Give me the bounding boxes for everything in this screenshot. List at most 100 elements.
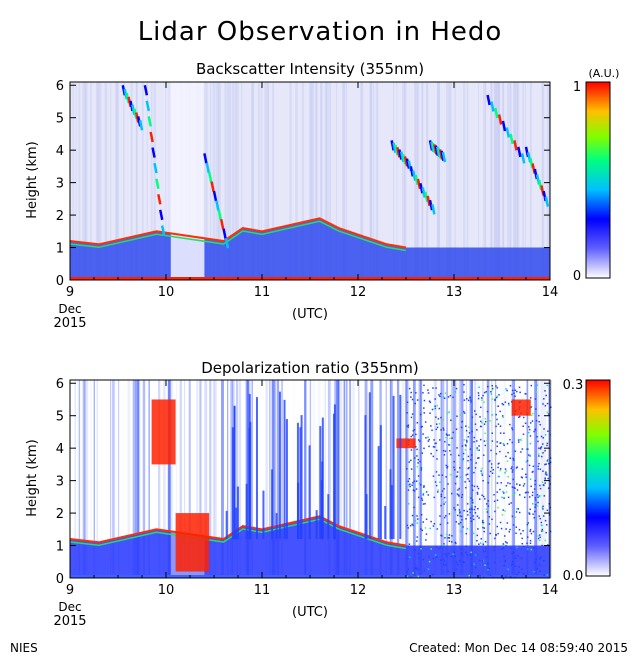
noise-pixel [411,434,414,436]
noise-pixel [478,543,480,545]
noise-pixel [461,494,464,496]
noise-pixel [457,494,460,496]
noise-pixel [425,533,428,535]
noise-pixel [531,420,534,422]
cloud-segment [441,151,447,163]
cloud-segment [426,195,431,207]
noise-pixel [542,508,544,510]
noise-pixel [544,449,546,452]
noise-pixel [502,490,504,493]
noise-pixel [528,428,531,431]
noise-pixel [547,458,549,461]
signal-streak [541,82,545,280]
noise-pixel [534,483,536,486]
noise-pixel [530,384,533,387]
noise-pixel [524,422,527,425]
noise-pixel [436,528,439,530]
noise-pixel [488,523,491,525]
signal-streak [251,82,254,280]
noise-pixel [425,518,428,520]
signal-streak [310,82,313,280]
noise-pixel [540,455,543,458]
signal-streak [342,82,344,280]
noise-pixel [472,518,475,521]
noise-pixel [467,459,469,462]
signal-streak [132,380,136,578]
noise-pixel [420,548,422,550]
noise-pixel [463,439,466,441]
noise-pixel [424,527,427,529]
noise-pixel [547,430,549,432]
high-depol-region [511,399,531,416]
noise-pixel [455,561,458,564]
noise-pixel [423,485,425,487]
noise-pixel [538,496,541,498]
noise-pixel [423,447,425,450]
noise-pixel [546,460,549,462]
noise-pixel [537,535,539,537]
panel1-x-start-dec: Dec [58,302,81,316]
noise-pixel [504,468,507,470]
x-tick-label: 14 [542,285,559,300]
y-tick-label: 5 [56,410,64,425]
noise-pixel [485,556,487,558]
y-tick-label: 2 [56,507,64,522]
noise-pixel [467,399,470,402]
noise-pixel [509,384,512,387]
y-tick-label: 1 [56,242,64,257]
signal-streak [251,380,253,578]
signal-streak [385,380,387,578]
noise-pixel [538,515,541,517]
noise-pixel [547,477,549,480]
noise-pixel [418,557,420,559]
noise-pixel [411,523,413,526]
noise-pixel [491,518,493,521]
noise-pixel [514,557,517,559]
noise-pixel [534,510,536,513]
noise-pixel [416,536,419,538]
noise-pixel [510,502,512,504]
noise-pixel [538,494,541,497]
noise-pixel [438,474,440,476]
noise-pixel [428,555,430,558]
signal-streak [234,82,237,280]
signal-streak [328,82,332,280]
noise-pixel [446,522,449,524]
noise-pixel [544,473,547,475]
noise-pixel [415,433,417,436]
noise-pixel [448,513,451,515]
panel2-x-start-year: 2015 [53,614,86,629]
noise-pixel [470,551,472,554]
x-tick-label: 13 [446,583,463,598]
noise-pixel [482,394,484,397]
noise-pixel [413,506,415,509]
noise-pixel [468,426,470,429]
noise-pixel [545,471,547,473]
noise-pixel [545,472,548,475]
signal-streak [541,380,545,578]
panel1-colorbar-unit: (A.U.) [589,67,620,80]
noise-pixel [533,517,535,519]
signal-streak [401,82,404,280]
noise-pixel [406,412,408,414]
noise-pixel [537,496,539,498]
signal-streak [328,380,332,578]
cloud-streak [235,507,238,540]
signal-streak [85,380,89,578]
noise-pixel [483,530,485,533]
signal-streak [276,380,280,578]
y-tick-label: 2 [56,209,64,224]
noise-pixel [421,497,423,500]
noise-pixel [466,503,469,505]
signal-streak [153,82,156,280]
noise-pixel [546,402,549,405]
noise-pixel [470,507,473,510]
noise-pixel [497,475,500,478]
noise-pixel [538,414,540,417]
noise-pixel [511,427,513,429]
signal-streak [513,380,516,578]
noise-pixel [411,413,414,415]
signal-streak [150,82,153,280]
noise-pixel [482,519,484,522]
noise-pixel [522,529,524,532]
